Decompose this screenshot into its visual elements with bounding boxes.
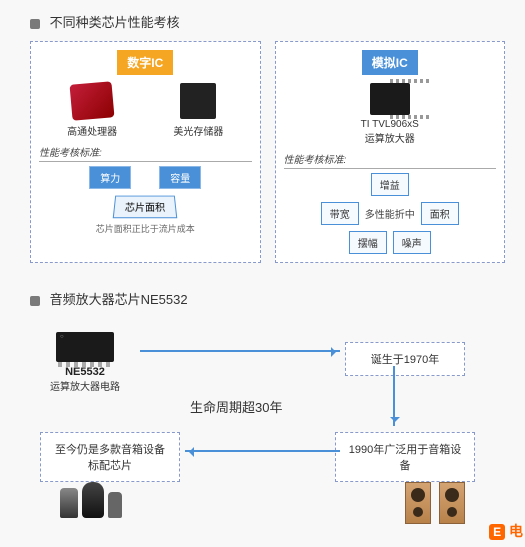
section-chip-perf: 不同种类芯片性能考核 数字IC 高通处理器 美光存储器 性能考核标准: 算力 容…: [0, 0, 525, 271]
lifecycle-text: 生命周期超30年: [190, 397, 282, 416]
box-born-1970: 诞生于1970年: [345, 342, 465, 376]
analog-perf-label: 性能考核标准:: [284, 151, 497, 169]
analog-chip-row: TI TVL906xS 运算放大器: [284, 83, 497, 145]
digital-metrics: 算力 容量 芯片面积 芯片面积正比于流片成本: [39, 166, 252, 235]
wood-speaker-icon: [439, 482, 465, 524]
ne5532-flow: NE5532 运算放大器电路 诞生于1970年 生命周期超30年 1990年广泛…: [30, 322, 495, 532]
area-note: 芯片面积正比于流片成本: [96, 222, 195, 235]
analog-row-3: 摆幅 噪声: [349, 231, 431, 254]
analog-metrics: 增益 带宽 多性能折中 面积 摆幅 噪声: [284, 173, 497, 254]
micron-icon: [180, 83, 216, 119]
title-text: 不同种类芯片性能考核: [50, 15, 180, 30]
metric-bandwidth: 带宽: [321, 202, 359, 225]
qualcomm-label: 高通处理器: [67, 123, 117, 138]
analog-row-1: 增益: [371, 173, 409, 196]
micron-label: 美光存储器: [173, 123, 223, 138]
arrow-2: [393, 366, 395, 426]
speaker-icon: [82, 482, 104, 518]
metric-swing: 摆幅: [349, 231, 387, 254]
watermark-text: 电: [509, 523, 523, 539]
modern-speakers-icon: [60, 482, 122, 518]
watermark-icon: E: [489, 524, 505, 540]
qualcomm-icon: [70, 81, 115, 121]
section-ne5532: 音频放大器芯片NE5532 NE5532 运算放大器电路 诞生于1970年 生命…: [0, 271, 525, 532]
ti-label-1: TI TVL906xS: [361, 119, 419, 130]
chip-qualcomm: 高通处理器: [67, 83, 117, 138]
bullet-icon: [30, 19, 40, 29]
chip-micron: 美光存储器: [173, 83, 223, 138]
ne5532-sublabel: 运算放大器电路: [50, 378, 120, 393]
ne5532-icon: [56, 332, 114, 362]
box-1990: 1990年广泛用于音箱设备: [335, 432, 475, 482]
panel-digital-ic: 数字IC 高通处理器 美光存储器 性能考核标准: 算力 容量 芯片面积 芯片面积…: [30, 41, 261, 263]
metric-noise: 噪声: [393, 231, 431, 254]
analog-ic-header: 模拟IC: [362, 50, 418, 75]
metric-area: 面积: [421, 202, 459, 225]
section2-title: 音频放大器芯片NE5532: [30, 289, 495, 308]
metric-capacity: 容量: [159, 166, 201, 189]
ti-label-2: 运算放大器: [361, 130, 419, 145]
box-still-used: 至今仍是多款音箱设备标配芯片: [40, 432, 180, 482]
analog-row-2: 带宽 多性能折中 面积: [321, 202, 459, 225]
section2-title-text: 音频放大器芯片NE5532: [50, 292, 188, 307]
digital-perf-label: 性能考核标准:: [39, 144, 252, 162]
digital-ic-header: 数字IC: [117, 50, 173, 75]
metric-tradeoff: 多性能折中: [365, 206, 415, 221]
panels-row: 数字IC 高通处理器 美光存储器 性能考核标准: 算力 容量 芯片面积 芯片面积…: [30, 41, 505, 263]
chip-area-box: 芯片面积: [113, 196, 178, 219]
speaker-icon: [60, 488, 78, 518]
vintage-speakers-icon: [405, 482, 465, 524]
panel-analog-ic: 模拟IC TI TVL906xS 运算放大器 性能考核标准: 增益 带宽 多性能…: [275, 41, 506, 263]
ne5532-chip: NE5532 运算放大器电路: [50, 332, 120, 393]
ne5532-label: NE5532: [50, 366, 120, 378]
section1-title: 不同种类芯片性能考核: [30, 12, 505, 31]
bullet-icon: [30, 296, 40, 306]
digital-metrics-row: 算力 容量: [89, 166, 201, 189]
speaker-icon: [108, 492, 122, 518]
wood-speaker-icon: [405, 482, 431, 524]
watermark: E 电: [489, 521, 523, 541]
arrow-1: [140, 350, 340, 352]
ti-chip-icon: [370, 83, 410, 115]
metric-gain: 增益: [371, 173, 409, 196]
metric-compute: 算力: [89, 166, 131, 189]
chip-ti: TI TVL906xS 运算放大器: [361, 83, 419, 145]
arrow-3: [185, 450, 340, 452]
digital-chips-row: 高通处理器 美光存储器: [39, 83, 252, 138]
